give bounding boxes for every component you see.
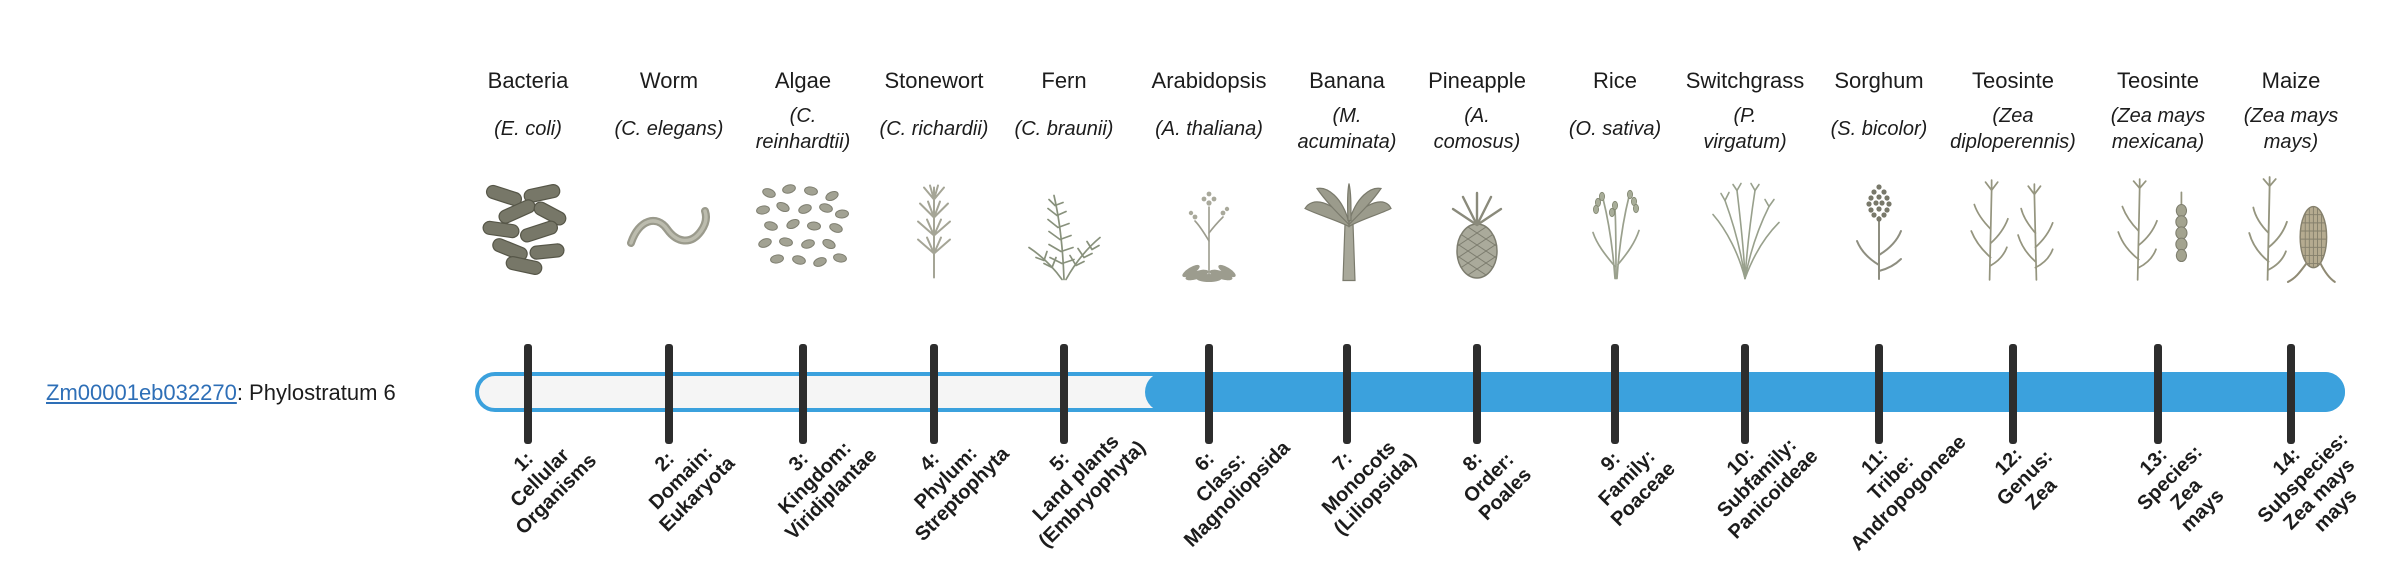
organism-common-name: Worm (639, 68, 699, 93)
stratum-label: 11: Tribe: Andropogoneae (1792, 431, 1970, 555)
phylostratum-column-4: Stonewort (C. richardii) 4: Phylum: Stre… (859, 60, 1014, 580)
sorghum-illustration (1804, 166, 1954, 296)
stratum-tick (1060, 344, 1068, 444)
organism-scientific-name: (S. bicolor) (1830, 118, 1928, 140)
organism-scientific-name: (M. acuminata) (1297, 105, 1397, 153)
fern-illustration (989, 166, 1139, 296)
organism-common-name: Bacteria (487, 68, 569, 93)
stratum-tick (1343, 344, 1351, 444)
stratum-tick (1611, 344, 1619, 444)
phylostratum-column-6: Arabidopsis (A. thaliana) (1134, 60, 1295, 580)
maize-illustration (2216, 166, 2366, 296)
switchgrass-illustration (1670, 166, 1820, 296)
pineapple-illustration (1402, 166, 1552, 296)
teosinte-mexicana-illustration (2083, 166, 2233, 296)
stratum-tick (1205, 344, 1213, 444)
phylostratum-column-13: Teosinte (Zea mays mexicana) 13: Specie (2083, 60, 2233, 580)
stratum-label: 5: Land plants (Embryophyta) (977, 431, 1150, 552)
stratum-label: 1: Cellular Organisms (441, 444, 601, 539)
phylostratum-column-10: Switchgrass (P. virgatum) 10: Subfamily:… (1670, 60, 1823, 580)
organism-scientific-name: (C. richardii) (879, 118, 989, 140)
phylostratum-column-2: Worm (C. elegans) 2: Domain: Eukaryota (594, 60, 744, 580)
stratum-label: 8: Order: Poales (1390, 448, 1540, 525)
organism-common-name: Sorghum (1834, 68, 1924, 93)
stratum-tick (524, 344, 532, 444)
stratum-label-text: 14: Subspecies: Zea mays mays (2253, 428, 2362, 537)
stratum-tick (930, 344, 938, 444)
phylostratum-column-11: Sorghum (S. bicolor) 11: Tri (1804, 60, 1971, 580)
stratum-tick (665, 344, 673, 444)
phylostratum-column-9: Rice (O. sativa) 9: Family: Poaceae (1540, 60, 1690, 580)
stratum-label: 7: Monocots (Liliopsida) (1260, 437, 1421, 540)
gene-label: Zm00001eb032270: Phylostratum 6 (46, 380, 396, 406)
organism-scientific-name: (Zea mays mays) (2243, 105, 2339, 153)
phylostratum-column-8: Pineapple (A. comosus) 8: Order: Poales (1402, 60, 1552, 580)
stratum-label: 14: Subspecies: Zea mays mays (2204, 429, 2362, 546)
organism-common-name: Rice (1592, 68, 1637, 93)
stratum-tick (2287, 344, 2295, 444)
phylostratum-column-3: Algae (C. reinhardtii) 3: Kingdom: Virid… (728, 60, 882, 580)
organism-scientific-name: (C. elegans) (614, 118, 724, 140)
organism-common-name: Maize (2261, 68, 2321, 93)
algae-illustration (728, 166, 878, 296)
stratum-label: 2: Domain: Eukaryota (582, 442, 739, 536)
stratum-tick (1875, 344, 1883, 444)
stonewort-illustration (859, 166, 1009, 296)
organism-scientific-name: (O. sativa) (1568, 118, 1662, 140)
banana-illustration (1272, 166, 1422, 296)
organism-common-name: Arabidopsis (1151, 68, 1267, 93)
organism-common-name: Teosinte (1972, 68, 2054, 93)
stratum-tick (799, 344, 807, 444)
stratum-label: 13: Species: Zea mays (2071, 441, 2228, 546)
organism-scientific-name: (C. braunii) (1014, 118, 1114, 140)
organism-scientific-name: (E. coli) (494, 118, 562, 140)
phylostratum-column-7: Banana (M. acuminata) 7: Monocots (Lilio… (1272, 60, 1422, 580)
phylostratum-column-5: Fern (C. braunii) 5: Land plants (Embryo… (989, 60, 1150, 580)
arabidopsis-illustration (1134, 166, 1284, 296)
stratum-label: 6: Class: Magnoliopsida (1122, 437, 1295, 552)
organism-scientific-name: (Zea diploperennis) (1950, 105, 2076, 153)
phylostratum-column-12: Teosinte (Zea diploperennis) 12: Genus: … (1938, 60, 2088, 580)
gene-id-link[interactable]: Zm00001eb032270 (46, 380, 237, 405)
gene-phylostratum-text: : Phylostratum 6 (236, 380, 396, 405)
stratum-tick (1473, 344, 1481, 444)
organism-common-name: Stonewort (884, 68, 984, 93)
stratum-label: 3: Kingdom: Viridiplantae (716, 437, 881, 544)
organism-scientific-name: (A. comosus) (1433, 105, 1521, 153)
organism-scientific-name: (Zea mays mexicana) (2110, 105, 2206, 153)
stratum-tick (2154, 344, 2162, 444)
stratum-tick (2009, 344, 2017, 444)
worm-illustration (594, 166, 744, 296)
organism-common-name: Banana (1309, 68, 1385, 93)
organism-common-name: Fern (1041, 68, 1087, 93)
organism-scientific-name: (A. thaliana) (1155, 118, 1263, 140)
organism-scientific-name: (C. reinhardtii) (755, 105, 851, 153)
bacteria-illustration (453, 166, 603, 296)
stratum-label: 9: Family: Poaceae (1528, 446, 1680, 531)
stratum-label: 12: Genus: Zea (1926, 444, 2076, 523)
organism-common-name: Algae (774, 68, 832, 93)
phylostratum-column-14: Maize (Zea mays mays) 14: Subspeci (2216, 60, 2366, 580)
stratum-label: 10: Subfamily: Panicoideae (1658, 434, 1822, 543)
organism-scientific-name: (P. virgatum) (1703, 105, 1787, 153)
teosinte-diploperennis-illustration (1938, 166, 2088, 296)
phylostratum-column-1: Bacteria (E. coli) 1: Cellular Organisms (453, 60, 603, 580)
organism-common-name: Pineapple (1428, 68, 1526, 93)
stratum-tick (1741, 344, 1749, 444)
organism-common-name: Switchgrass (1685, 68, 1805, 93)
stratum-label: 4: Phylum: Streptophyta (847, 442, 1013, 545)
rice-illustration (1540, 166, 1690, 296)
organism-common-name: Teosinte (2117, 68, 2199, 93)
